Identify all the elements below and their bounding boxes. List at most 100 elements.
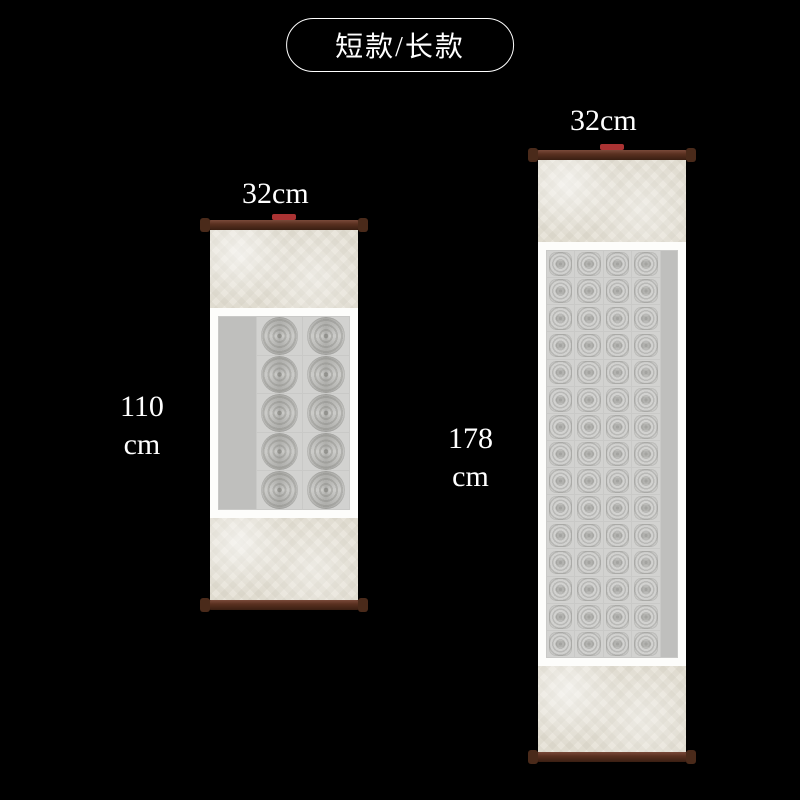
grid-cell [604, 468, 631, 494]
grid-cell [575, 631, 602, 657]
rod-bottom [206, 600, 362, 610]
motif-icon [606, 334, 630, 358]
motif-icon [606, 605, 630, 629]
grid-cell [303, 356, 349, 394]
short-width-label: 32cm [242, 175, 309, 213]
grid-cell [547, 441, 574, 467]
grid-cell [632, 631, 659, 657]
motif-icon [549, 415, 573, 439]
motif-icon [549, 252, 573, 276]
grid-cell [575, 332, 602, 358]
motif-icon [549, 605, 573, 629]
motif-icon [634, 252, 658, 276]
motif-icon [577, 252, 601, 276]
grid-cell [547, 549, 574, 575]
grid-cell [604, 305, 631, 331]
silk-bottom [210, 518, 358, 600]
grid-cell [547, 387, 574, 413]
grid-cell [547, 604, 574, 630]
grid-cell [547, 251, 574, 277]
motif-icon [577, 496, 601, 520]
grid-cell [575, 278, 602, 304]
rod-top [206, 220, 362, 230]
motif-icon [606, 524, 630, 548]
scroll-long [538, 150, 686, 762]
motif-icon [606, 551, 630, 575]
grid-cell [604, 577, 631, 603]
grid-cell [632, 468, 659, 494]
motif-icon [606, 578, 630, 602]
motif-icon [577, 632, 601, 656]
grid-cell [575, 604, 602, 630]
motif-icon [549, 469, 573, 493]
grid-cell [575, 495, 602, 521]
motif-icon [606, 252, 630, 276]
grid-cell [303, 394, 349, 432]
long-width-label: 32cm [570, 102, 637, 140]
grid-cell [547, 631, 574, 657]
motif-icon [606, 442, 630, 466]
grid-cell [632, 387, 659, 413]
grid-cell [575, 387, 602, 413]
grid-cell [604, 549, 631, 575]
motif-icon [549, 361, 573, 385]
grid-cell [575, 441, 602, 467]
grid-cell [604, 251, 631, 277]
grid-cell [303, 433, 349, 471]
grid-cell [547, 468, 574, 494]
motif-icon [606, 279, 630, 303]
motif-icon [606, 415, 630, 439]
grid-area-long [546, 250, 678, 658]
motif-icon [634, 307, 658, 331]
paper-area [210, 308, 358, 518]
rod-bottom [534, 752, 690, 762]
motif-icon [634, 578, 658, 602]
motif-icon [634, 334, 658, 358]
grid-cell [547, 414, 574, 440]
motif-icon [577, 307, 601, 331]
grid-cell [632, 495, 659, 521]
grid-cell [547, 522, 574, 548]
grid-cell [303, 317, 349, 355]
grid-cell [575, 468, 602, 494]
grid-cell [547, 278, 574, 304]
title-badge: 短款/长款 [286, 18, 514, 72]
grid-cell [604, 278, 631, 304]
motif-icon [634, 632, 658, 656]
motif-icon [549, 388, 573, 412]
grid-cell [604, 522, 631, 548]
silk-bottom [538, 666, 686, 752]
motif-icon [261, 317, 298, 354]
title-text: 短款/长款 [335, 32, 465, 63]
grid-cell [575, 577, 602, 603]
grid-cell [547, 332, 574, 358]
motif-icon [577, 605, 601, 629]
grid-cell [632, 332, 659, 358]
motif-icon [634, 551, 658, 575]
motif-icon [606, 496, 630, 520]
motif-icon [549, 578, 573, 602]
motif-icon [261, 433, 298, 470]
grid-cell [257, 433, 303, 471]
grid-cell [632, 360, 659, 386]
grid-cell [257, 471, 303, 509]
motif-icon [261, 394, 298, 431]
grid-area-short [218, 316, 350, 510]
motif-icon [549, 524, 573, 548]
grid-cell [632, 251, 659, 277]
grid-cell [632, 604, 659, 630]
grid-cell [257, 394, 303, 432]
motif-icon [634, 361, 658, 385]
grid-cell [575, 360, 602, 386]
motif-icon [549, 442, 573, 466]
motif-icon [577, 469, 601, 493]
motif-icon [577, 388, 601, 412]
motif-icon [307, 356, 344, 393]
sidebar-column [219, 317, 256, 509]
motif-icon [577, 551, 601, 575]
grid-cell [604, 387, 631, 413]
motif-icon [549, 279, 573, 303]
grid-cell [575, 549, 602, 575]
grid-cell [575, 414, 602, 440]
grid-cell [632, 522, 659, 548]
